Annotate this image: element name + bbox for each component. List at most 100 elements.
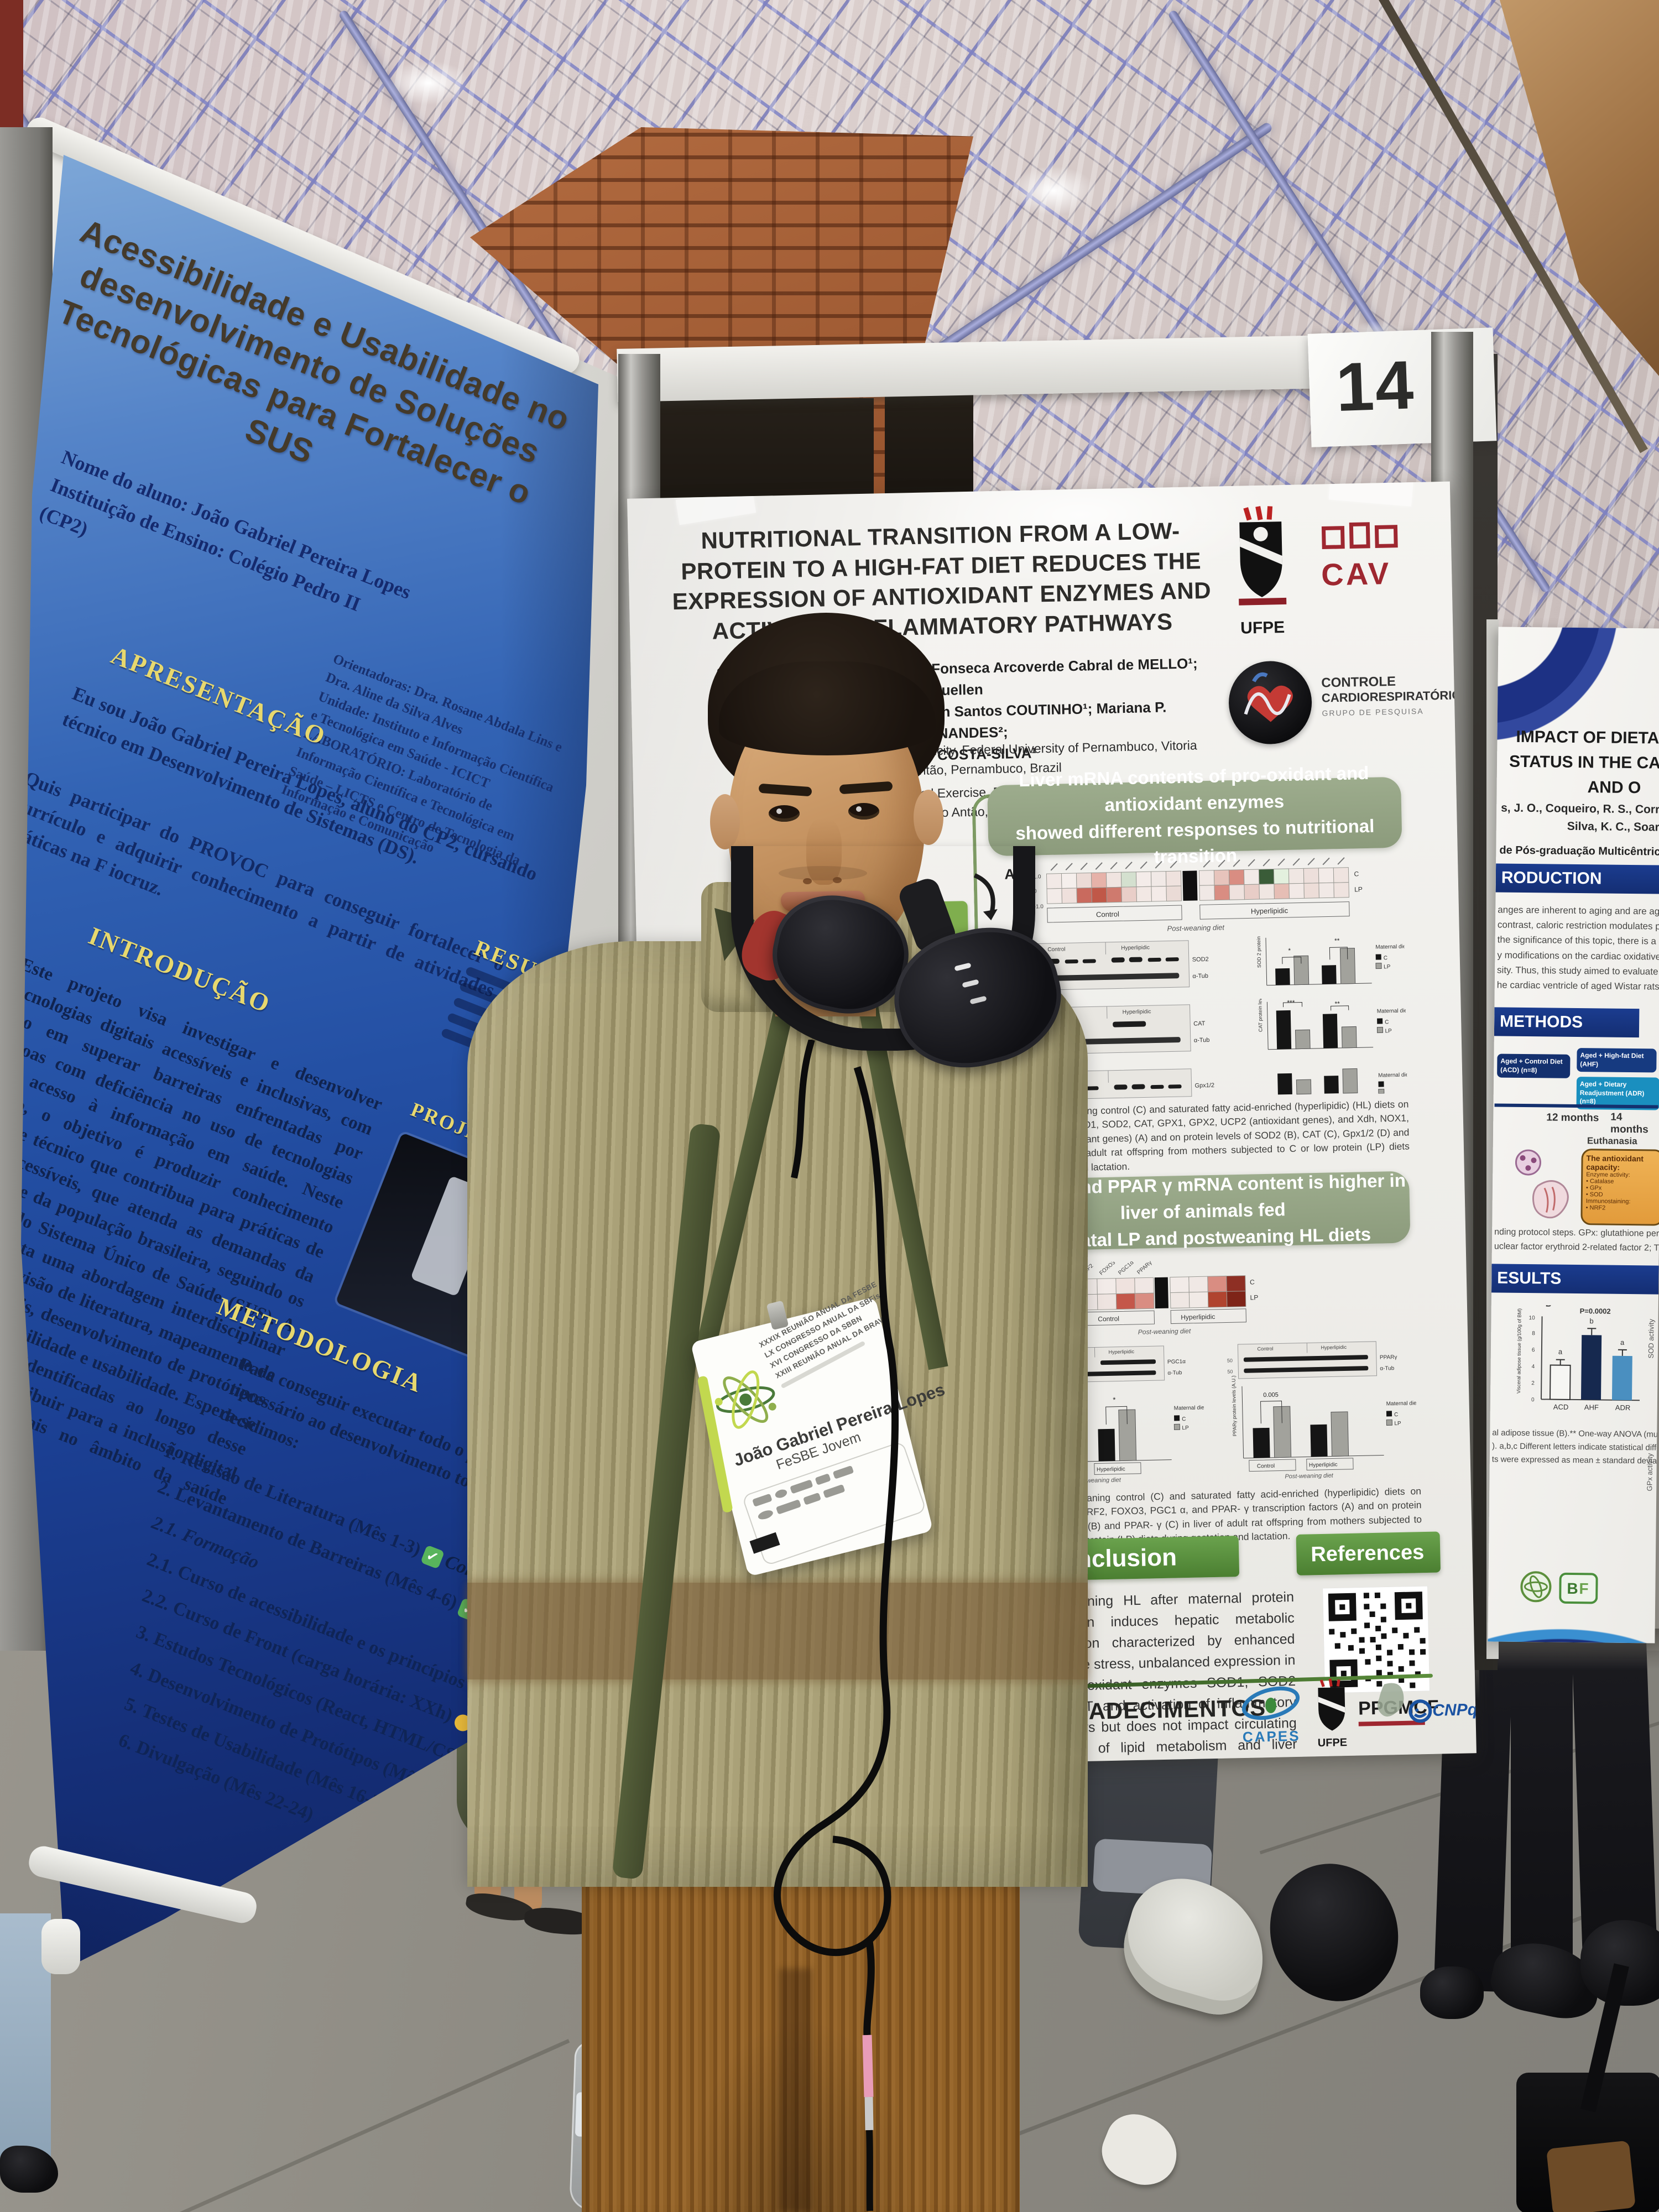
svg-text:8: 8 bbox=[1532, 1331, 1535, 1337]
headphone-cable bbox=[774, 1040, 899, 2211]
methods-box-1: Aged + Control Diet (ACD) (n=8) bbox=[1497, 1053, 1571, 1079]
svg-text:C: C bbox=[1354, 870, 1359, 878]
svg-text:Hyperlipidic: Hyperlipidic bbox=[1309, 1462, 1338, 1468]
svg-text:SOD 2 protein levels (A.U.): SOD 2 protein levels (A.U.) bbox=[1255, 932, 1262, 968]
svg-text:0: 0 bbox=[1034, 888, 1037, 894]
svg-text:Hyperlipidic: Hyperlipidic bbox=[1251, 906, 1288, 915]
svg-text:***: *** bbox=[1287, 999, 1295, 1006]
introduction-text: anges are inherent to aging and are aggr… bbox=[1496, 904, 1659, 992]
svg-text:PGC1α: PGC1α bbox=[1167, 1359, 1186, 1365]
ufpe-label: UFPE bbox=[1240, 618, 1285, 638]
svg-text:*: * bbox=[1113, 1396, 1115, 1404]
svg-text:Control: Control bbox=[1257, 1346, 1273, 1352]
timeline-12: 12 months bbox=[1546, 1112, 1599, 1124]
right-poster-authors: s, J. O., Coqueiro, R. S., Correia, T. M… bbox=[1501, 801, 1659, 834]
svg-text:B: B bbox=[1567, 1580, 1578, 1597]
cardio-group-logo bbox=[1228, 660, 1313, 745]
center-poster: NUTRITIONAL TRANSITION FROM A LOW-PROTEI… bbox=[627, 481, 1477, 1771]
svg-text:C: C bbox=[1384, 955, 1387, 961]
svg-text:1.0: 1.0 bbox=[1033, 874, 1041, 880]
svg-text:C: C bbox=[1250, 1278, 1255, 1286]
svg-text:6: 6 bbox=[1532, 1347, 1535, 1353]
svg-text:α-Tub: α-Tub bbox=[1194, 1037, 1210, 1044]
svg-text:C: C bbox=[1182, 1416, 1186, 1422]
results-caption: al adipose tissue (B).** One-way ANOVA (… bbox=[1491, 1428, 1659, 1466]
svg-text:a: a bbox=[1558, 1348, 1563, 1356]
boy-ear bbox=[710, 794, 740, 849]
svg-text:Maternal diet: Maternal diet bbox=[1386, 1400, 1418, 1407]
svg-text:*: * bbox=[1288, 947, 1291, 954]
ceiling-light bbox=[387, 61, 470, 105]
svg-text:P=0.0002: P=0.0002 bbox=[1580, 1307, 1611, 1316]
svg-text:Maternal diet: Maternal diet bbox=[1378, 1072, 1407, 1078]
svg-text:LP: LP bbox=[1384, 964, 1391, 970]
poster-title: NUTRITIONAL TRANSITION FROM A LOW-PROTEI… bbox=[672, 517, 1212, 644]
methods-band: METHODS bbox=[1494, 1007, 1640, 1038]
svg-text:Control: Control bbox=[1257, 1463, 1275, 1470]
name-badge: XXXIX REUNIÃO ANUAL DA FESBE LX CONGRESS… bbox=[690, 1280, 947, 1577]
capes-logo: CAPES bbox=[1237, 1684, 1305, 1746]
cardio-group-text: CONTROLE CARDIORESPIRATÓRIO GRUPO DE PES… bbox=[1321, 674, 1462, 718]
svg-text:Maternal diet: Maternal diet bbox=[1377, 1008, 1407, 1014]
svg-text:Control: Control bbox=[1098, 1315, 1119, 1323]
svg-text:PPARγ protein levels (A.U.): PPARγ protein levels (A.U.) bbox=[1231, 1375, 1238, 1436]
svg-text:-1.0: -1.0 bbox=[1034, 904, 1044, 910]
edge-axis-label: SOD activity bbox=[1646, 1318, 1656, 1359]
svg-text:50: 50 bbox=[1227, 1369, 1233, 1374]
svg-text:α-Tub: α-Tub bbox=[1167, 1370, 1182, 1376]
cav-logo: CAV bbox=[1320, 521, 1416, 593]
svg-text:F: F bbox=[1579, 1580, 1588, 1597]
svg-text:α-Tub: α-Tub bbox=[1380, 1365, 1395, 1372]
footer-logo-atom bbox=[1520, 1571, 1552, 1603]
svg-text:2: 2 bbox=[1531, 1380, 1535, 1386]
antioxidant-box: The antioxidant capacity: Enzyme activit… bbox=[1580, 1149, 1659, 1226]
bystander-leg-dark bbox=[1511, 1631, 1573, 1980]
svg-text:Maternal diet: Maternal diet bbox=[1174, 1405, 1206, 1411]
black-shoe bbox=[1420, 1966, 1484, 2019]
right-poster: IMPACT OF DIETARY STATUS IN THE CARD AND… bbox=[1488, 627, 1659, 1644]
eye-glint bbox=[856, 806, 862, 812]
svg-text:Hyperlipidic: Hyperlipidic bbox=[1121, 945, 1150, 951]
svg-text:PGC1α: PGC1α bbox=[1117, 1260, 1135, 1276]
svg-text:B: B bbox=[1546, 1305, 1552, 1309]
badge-atom-logo bbox=[714, 1370, 776, 1429]
svg-text:Hyperlipidic: Hyperlipidic bbox=[1097, 1466, 1125, 1473]
svg-text:C: C bbox=[1394, 1412, 1398, 1418]
edge-axis-label: GPx activity bbox=[1645, 1453, 1654, 1491]
boy-eye bbox=[769, 805, 800, 822]
eye-glint bbox=[776, 808, 782, 814]
svg-text:Maternal diet: Maternal diet bbox=[1375, 943, 1405, 950]
svg-text:LP: LP bbox=[1250, 1293, 1258, 1301]
sbfis-map-shape bbox=[1377, 1683, 1404, 1717]
bystander-leg-dark bbox=[1571, 1630, 1658, 1970]
figure-panel-PPARg: Control Hyperlipidic 50 50 PPARγ α-Tub 0.… bbox=[1227, 1341, 1418, 1480]
svg-text:**: ** bbox=[1334, 1000, 1340, 1008]
svg-text:LP: LP bbox=[1385, 1028, 1392, 1034]
cnpq-logo: CNPq bbox=[1408, 1698, 1477, 1724]
svg-text:ACD: ACD bbox=[1553, 1403, 1569, 1411]
boy-ear bbox=[914, 790, 943, 845]
svg-text:Control: Control bbox=[1096, 910, 1119, 919]
svg-text:LP: LP bbox=[1354, 885, 1363, 893]
svg-text:a: a bbox=[1620, 1338, 1625, 1347]
methods-box-2: Aged + High-fat Diet (AHF) bbox=[1577, 1047, 1657, 1073]
banner-foot bbox=[41, 1919, 80, 1974]
svg-text:SOD2: SOD2 bbox=[1192, 956, 1209, 963]
svg-text:FOXO3: FOXO3 bbox=[1098, 1260, 1117, 1277]
svg-text:PPARγ: PPARγ bbox=[1136, 1260, 1153, 1276]
svg-text:CAT protein levels (A.U.): CAT protein levels (A.U.) bbox=[1256, 996, 1263, 1032]
svg-text:10: 10 bbox=[1528, 1315, 1535, 1321]
svg-text:b: b bbox=[1589, 1317, 1593, 1325]
svg-text:C: C bbox=[1385, 1019, 1389, 1025]
sweater-stripe bbox=[467, 1583, 1088, 1679]
svg-text:ADR: ADR bbox=[1615, 1404, 1631, 1412]
program-line: de Pós-graduação Multicêntrico em Ciênci… bbox=[1499, 844, 1659, 859]
svg-text:Post-weaning diet: Post-weaning diet bbox=[1285, 1472, 1334, 1480]
timeline-14: 14 months bbox=[1610, 1111, 1648, 1136]
references-header: References bbox=[1296, 1531, 1441, 1575]
svg-text:LP: LP bbox=[1394, 1421, 1401, 1427]
svg-text:Post-weaning diet: Post-weaning diet bbox=[1167, 923, 1225, 932]
ceiling-light bbox=[1012, 166, 1095, 216]
boy-eye bbox=[848, 803, 879, 820]
